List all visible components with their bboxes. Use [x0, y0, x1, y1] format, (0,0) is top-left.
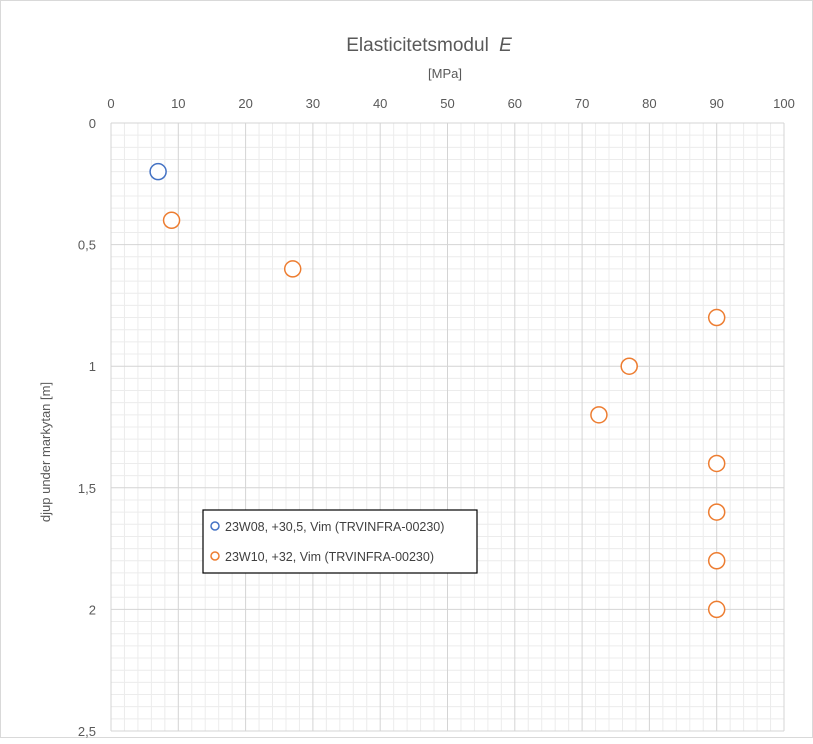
x-tick-label: 20	[238, 96, 252, 111]
legend-marker-series-1	[210, 521, 220, 531]
legend-box	[202, 509, 478, 574]
x-tick-label: 60	[508, 96, 522, 111]
x-tick-label: 0	[107, 96, 114, 111]
legend-marker-series-2	[210, 551, 220, 561]
x-tick-label: 100	[773, 96, 795, 111]
series-2-point	[707, 552, 726, 570]
legend-label-series-2: 23W10, +32, Vim (TRVINFRA-00230)	[225, 550, 434, 564]
legend-label-series-1: 23W08, +30,5, Vim (TRVINFRA-00230)	[225, 520, 444, 534]
series-2-point	[707, 503, 726, 521]
y-tick-label: 1,5	[78, 481, 96, 496]
y-tick-label: 2,5	[78, 724, 96, 739]
x-tick-label: 10	[171, 96, 185, 111]
x-tick-label: 80	[642, 96, 656, 111]
tick-labels: 0 10 20 30 40 50 60 70 80 90 100 0 0,5 1 1,5 2 2,5	[78, 96, 795, 739]
y-tick-label: 2	[89, 602, 96, 617]
series-1-point	[149, 162, 167, 181]
x-tick-label: 90	[709, 96, 723, 111]
chart-title: Elasticitetsmodul E	[346, 35, 512, 56]
y-tick-label: 0,5	[78, 238, 96, 253]
chart-title-text: Elasticitetsmodul	[346, 35, 489, 56]
y-axis-label: djup under markytan [m]	[38, 382, 53, 522]
chart-title-symbol: E	[499, 35, 512, 56]
data-markers	[149, 162, 726, 619]
series-2-point	[283, 260, 302, 278]
legend: 23W08, +30,5, Vim (TRVINFRA-00230) 23W10,…	[202, 509, 478, 574]
y-tick-label: 1	[89, 359, 96, 374]
series-2-point	[162, 211, 181, 230]
series-2-point	[707, 308, 726, 327]
y-tick-label: 0	[89, 116, 96, 131]
series-2-point	[590, 406, 608, 424]
x-tick-label: 30	[306, 96, 320, 111]
series-2-point	[620, 357, 638, 375]
series-2-point	[707, 600, 726, 619]
x-tick-label: 50	[440, 96, 454, 111]
series-2-point	[707, 454, 726, 473]
x-tick-label: 40	[373, 96, 387, 111]
x-tick-label: 70	[575, 96, 589, 111]
grid-layer	[110, 122, 785, 732]
chart-subtitle: [MPa]	[428, 66, 462, 81]
